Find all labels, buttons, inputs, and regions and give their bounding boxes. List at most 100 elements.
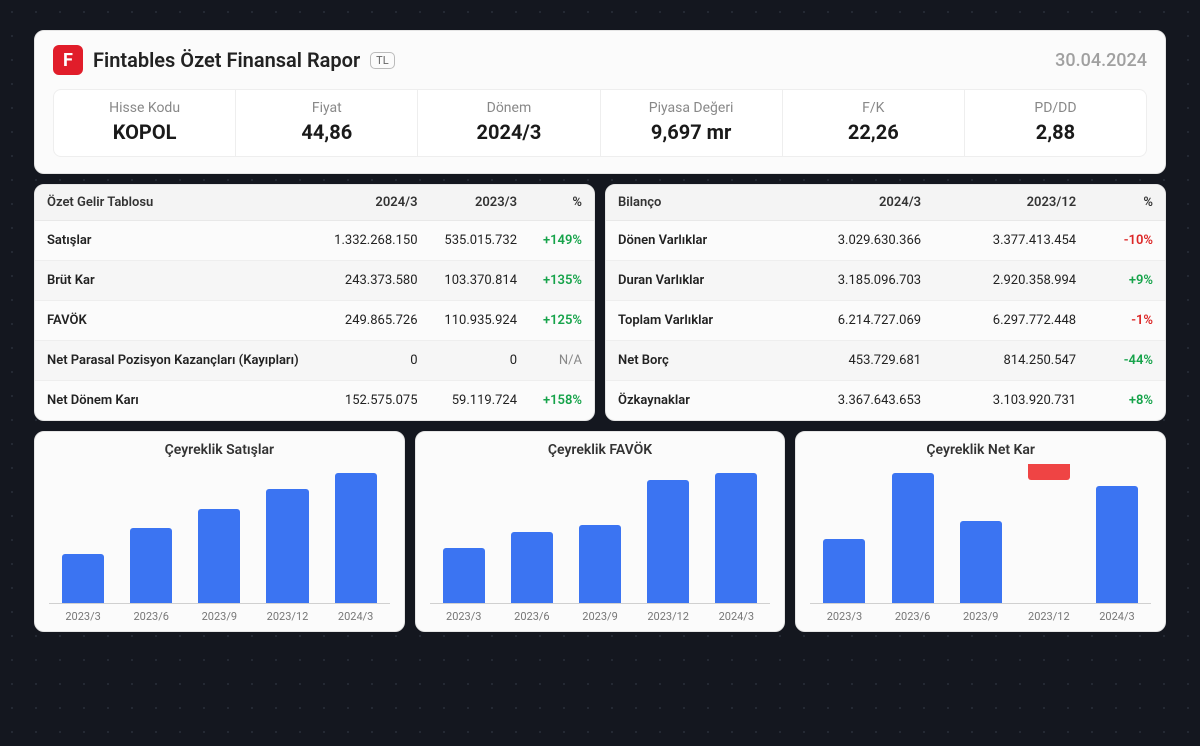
metric-cell: Dönem2024/3 (418, 90, 600, 156)
bar-slot (638, 464, 698, 603)
bar-slot (951, 464, 1011, 603)
bar-slot (570, 464, 630, 603)
cell-value: 59.119.724 (430, 381, 530, 421)
metric-label: F/K (789, 100, 958, 116)
bar-slot (189, 464, 249, 603)
table-row: Duran Varlıklar3.185.096.7032.920.358.99… (606, 261, 1165, 301)
row-label: Net Borç (606, 341, 778, 381)
row-label: Duran Varlıklar (606, 261, 778, 301)
metric-value: 9,697 mr (607, 120, 776, 144)
bar-slot (502, 464, 562, 603)
metric-cell: Piyasa Değeri9,697 mr (601, 90, 783, 156)
cell-value: 103.370.814 (430, 261, 530, 301)
cell-value: 453.729.681 (778, 341, 933, 381)
cell-value: 110.935.924 (430, 301, 530, 341)
bar-slot (434, 464, 494, 603)
chart-plot-area (430, 464, 771, 604)
x-tick-label: 2023/9 (566, 610, 634, 623)
table-row: Satışlar1.332.268.150535.015.732+149% (35, 221, 594, 261)
col-header: % (529, 185, 594, 221)
x-tick-label: 2023/3 (430, 610, 498, 623)
col-header: 2024/3 (778, 185, 933, 221)
metric-label: Hisse Kodu (60, 100, 229, 116)
balance-table: Bilanço2024/32023/12% Dönen Varlıklar3.0… (606, 185, 1165, 420)
row-label: Dönen Varlıklar (606, 221, 778, 261)
bar (579, 525, 621, 603)
bar (511, 532, 553, 604)
x-tick-label: 2023/12 (253, 610, 321, 623)
bar-slot (121, 464, 181, 603)
x-tick-label: 2023/6 (498, 610, 566, 623)
bar-slot (1019, 464, 1079, 603)
chart-title: Çeyreklik Net Kar (810, 442, 1151, 458)
bar-slot (814, 464, 874, 603)
table-row: Net Parasal Pozisyon Kazançları (Kayıpla… (35, 341, 594, 381)
cell-value: 3.029.630.366 (778, 221, 933, 261)
chart-card: Çeyreklik Net Kar 2023/32023/62023/92023/… (795, 431, 1166, 632)
cell-value: 814.250.547 (933, 341, 1088, 381)
bar (443, 548, 485, 603)
cell-value: 243.373.580 (319, 261, 430, 301)
metric-cell: F/K 22,26 (783, 90, 965, 156)
col-header: 2023/3 (430, 185, 530, 221)
cell-value: 3.377.413.454 (933, 221, 1088, 261)
bar (1096, 486, 1138, 603)
metric-label: Fiyat (242, 100, 411, 116)
col-header: 2023/12 (933, 185, 1088, 221)
pct-change: +135% (529, 261, 594, 301)
report-date: 30.04.2024 (1055, 50, 1147, 71)
bar (647, 480, 689, 604)
pct-change: +9% (1088, 261, 1165, 301)
pct-change: -44% (1088, 341, 1165, 381)
table-row: Dönen Varlıklar3.029.630.3663.377.413.45… (606, 221, 1165, 261)
metric-value: 22,26 (789, 120, 958, 144)
bar (266, 489, 308, 603)
metric-cell: Fiyat 44,86 (236, 90, 418, 156)
row-label: Özkaynaklar (606, 381, 778, 421)
metric-value: 44,86 (242, 120, 411, 144)
bar (130, 528, 172, 603)
metric-cell: PD/DD 2,88 (965, 90, 1146, 156)
bar (892, 473, 934, 603)
bar-slot (326, 464, 386, 603)
table-row: Net Borç453.729.681814.250.547-44% (606, 341, 1165, 381)
metric-cell: Hisse Kodu KOPOL (54, 90, 236, 156)
chart-card: Çeyreklik Satışlar2023/32023/62023/92023… (34, 431, 405, 632)
header-top-row: F Fintables Özet Finansal Rapor TL 30.04… (53, 45, 1147, 75)
cell-value: 0 (319, 341, 430, 381)
x-tick-label: 2023/12 (1015, 610, 1083, 623)
cell-value: 2.920.358.994 (933, 261, 1088, 301)
metric-value: KOPOL (60, 120, 229, 144)
cell-value: 6.297.772.448 (933, 301, 1088, 341)
brand-logo: F (53, 45, 83, 75)
row-label: Net Dönem Karı (35, 381, 319, 421)
chart-title: Çeyreklik FAVÖK (430, 442, 771, 458)
bar (715, 473, 757, 603)
x-tick-label: 2024/3 (702, 610, 770, 623)
metric-value: 2,88 (971, 120, 1140, 144)
bar-slot (882, 464, 942, 603)
pct-change: +125% (529, 301, 594, 341)
bar (1028, 464, 1070, 480)
pct-change: -1% (1088, 301, 1165, 341)
table-row: Özkaynaklar3.367.643.6533.103.920.731+8% (606, 381, 1165, 421)
metric-label: PD/DD (971, 100, 1140, 116)
x-tick-label: 2023/9 (947, 610, 1015, 623)
chart-plot-area (49, 464, 390, 604)
currency-badge: TL (370, 52, 395, 69)
cell-value: 535.015.732 (430, 221, 530, 261)
x-axis-labels: 2023/32023/62023/92023/122024/3 (810, 610, 1151, 623)
cell-value: 3.367.643.653 (778, 381, 933, 421)
table-row: Net Dönem Karı152.575.07559.119.724+158% (35, 381, 594, 421)
table-title: Bilanço (606, 185, 778, 221)
row-label: Brüt Kar (35, 261, 319, 301)
col-header: % (1088, 185, 1165, 221)
metric-label: Dönem (424, 100, 593, 116)
bar (960, 521, 1002, 603)
row-label: Toplam Varlıklar (606, 301, 778, 341)
key-metrics-row: Hisse Kodu KOPOL Fiyat 44,86 Dönem2024/3Piya… (53, 89, 1147, 157)
bar (198, 509, 240, 603)
cell-value: 249.865.726 (319, 301, 430, 341)
x-tick-label: 2023/12 (634, 610, 702, 623)
bar-slot (706, 464, 766, 603)
